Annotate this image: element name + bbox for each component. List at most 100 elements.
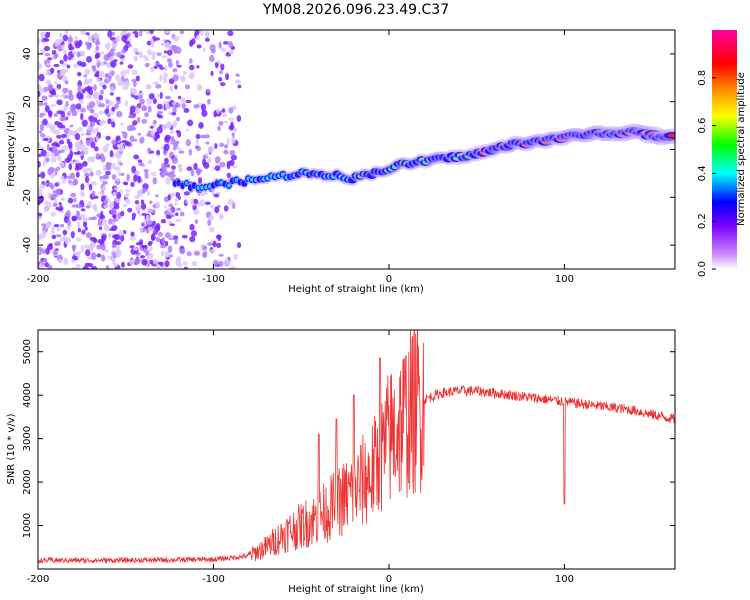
noise-speck: [93, 49, 99, 54]
noise-speck: [65, 175, 72, 179]
noise-speck: [174, 197, 179, 203]
noise-speck: [51, 234, 57, 240]
noise-speck: [183, 191, 190, 196]
noise-speck: [155, 201, 161, 209]
noise-speck: [56, 166, 61, 171]
noise-speck: [188, 64, 195, 71]
noise-speck: [45, 79, 52, 85]
noise-speck: [114, 166, 121, 172]
noise-speck: [225, 73, 230, 81]
noise-speck: [160, 262, 164, 267]
noise-speck: [142, 105, 148, 112]
noise-speck: [102, 145, 109, 153]
noise-speck: [43, 37, 48, 42]
noise-speck: [214, 156, 221, 164]
y-tick-label: 20: [22, 95, 33, 108]
noise-speck: [211, 188, 215, 197]
noise-speck: [63, 106, 68, 111]
noise-speck: [42, 137, 49, 142]
noise-speck: [131, 258, 136, 263]
noise-speck: [155, 223, 161, 231]
noise-speck: [149, 30, 154, 35]
noise-speck: [93, 84, 97, 92]
noise-speck: [56, 134, 62, 139]
noise-speck: [50, 156, 57, 163]
snr-ticks: -200 -100 0 100 1000 2000 3000 4000 5000: [22, 330, 675, 585]
noise-speck: [210, 70, 214, 76]
noise-speck: [167, 62, 173, 68]
noise-speck: [88, 115, 95, 122]
noise-speck: [126, 125, 133, 132]
noise-speck: [204, 31, 210, 37]
noise-speck: [175, 59, 179, 67]
noise-speck: [134, 33, 139, 38]
noise-speck: [110, 208, 117, 215]
noise-speck: [104, 97, 109, 102]
noise-speck: [168, 78, 175, 85]
noise-speck: [188, 58, 193, 64]
ridge-peak: [185, 181, 188, 186]
noise-speck: [50, 211, 56, 217]
noise-speck: [179, 75, 186, 83]
noise-speck: [127, 207, 133, 213]
noise-speck: [220, 48, 227, 52]
colorbar-tick-label: 0.2: [697, 213, 708, 229]
noise-speck: [43, 86, 50, 92]
noise-speck: [145, 83, 152, 91]
noise-speck: [228, 159, 235, 167]
noise-speck: [152, 119, 157, 125]
noise-speck: [133, 174, 138, 183]
noise-speck: [208, 214, 215, 221]
noise-speck: [41, 95, 48, 102]
noise-speck: [62, 235, 68, 241]
noise-speck: [93, 93, 99, 101]
snr-series-line: [38, 330, 675, 565]
noise-speck: [130, 181, 135, 187]
noise-speck: [155, 61, 159, 66]
noise-speck: [48, 182, 53, 189]
noise-speck: [230, 136, 236, 144]
noise-speck: [134, 51, 140, 55]
noise-speck: [97, 220, 102, 226]
noise-speck: [160, 244, 167, 249]
noise-speck: [115, 96, 121, 101]
noise-speck: [163, 50, 168, 54]
noise-speck: [149, 200, 153, 204]
noise-speck: [100, 155, 106, 163]
noise-speck: [38, 213, 43, 217]
snr-frame: [37, 329, 676, 570]
noise-speck: [207, 145, 215, 154]
noise-speck: [152, 177, 157, 185]
noise-speck: [103, 199, 109, 205]
noise-speck: [115, 241, 122, 245]
noise-speck: [49, 147, 53, 152]
noise-speck: [218, 213, 224, 220]
noise-speck: [120, 172, 125, 176]
noise-speck: [124, 182, 128, 186]
noise-speck: [89, 137, 94, 142]
noise-speck: [67, 130, 75, 135]
noise-speck: [230, 154, 238, 161]
noise-speck: [121, 34, 128, 43]
noise-speck: [126, 32, 132, 37]
noise-speck: [200, 103, 207, 112]
noise-speck: [68, 163, 73, 171]
noise-speck: [141, 30, 147, 33]
noise-speck: [139, 98, 145, 105]
noise-speck: [38, 173, 41, 178]
noise-speck: [164, 232, 171, 239]
noise-speck: [95, 153, 100, 160]
noise-speck: [220, 63, 225, 71]
noise-speck: [98, 191, 104, 195]
noise-speck: [50, 104, 57, 107]
noise-speck: [67, 110, 71, 117]
noise-speck: [152, 258, 159, 265]
noise-speck: [121, 261, 125, 268]
noise-speck: [129, 245, 135, 249]
noise-speck: [130, 231, 135, 237]
noise-speck: [67, 36, 73, 43]
noise-speck: [152, 98, 157, 105]
noise-speck: [73, 197, 77, 203]
noise-speck: [228, 49, 234, 55]
